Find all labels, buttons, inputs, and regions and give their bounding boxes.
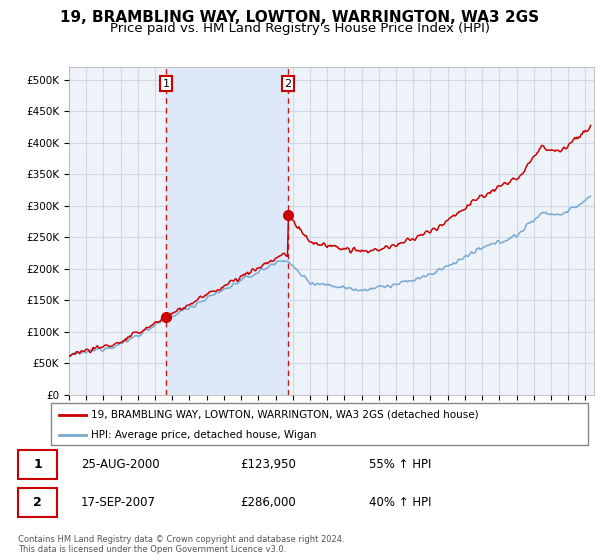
Text: £123,950: £123,950 — [240, 458, 296, 471]
Text: 25-AUG-2000: 25-AUG-2000 — [81, 458, 160, 471]
Text: 40% ↑ HPI: 40% ↑ HPI — [369, 496, 431, 509]
Text: 1: 1 — [163, 78, 170, 88]
Text: Contains HM Land Registry data © Crown copyright and database right 2024.
This d: Contains HM Land Registry data © Crown c… — [18, 535, 344, 554]
Text: 19, BRAMBLING WAY, LOWTON, WARRINGTON, WA3 2GS: 19, BRAMBLING WAY, LOWTON, WARRINGTON, W… — [61, 10, 539, 25]
Text: Price paid vs. HM Land Registry's House Price Index (HPI): Price paid vs. HM Land Registry's House … — [110, 22, 490, 35]
FancyBboxPatch shape — [18, 488, 57, 517]
Text: 55% ↑ HPI: 55% ↑ HPI — [369, 458, 431, 471]
Bar — [166, 67, 288, 395]
Text: 1: 1 — [33, 458, 42, 471]
Text: £286,000: £286,000 — [240, 496, 296, 509]
FancyBboxPatch shape — [18, 450, 57, 479]
Text: 17-SEP-2007: 17-SEP-2007 — [81, 496, 156, 509]
Text: 19, BRAMBLING WAY, LOWTON, WARRINGTON, WA3 2GS (detached house): 19, BRAMBLING WAY, LOWTON, WARRINGTON, W… — [91, 410, 479, 420]
Text: HPI: Average price, detached house, Wigan: HPI: Average price, detached house, Wiga… — [91, 430, 317, 440]
Text: 2: 2 — [284, 78, 292, 88]
Text: 2: 2 — [33, 496, 42, 509]
